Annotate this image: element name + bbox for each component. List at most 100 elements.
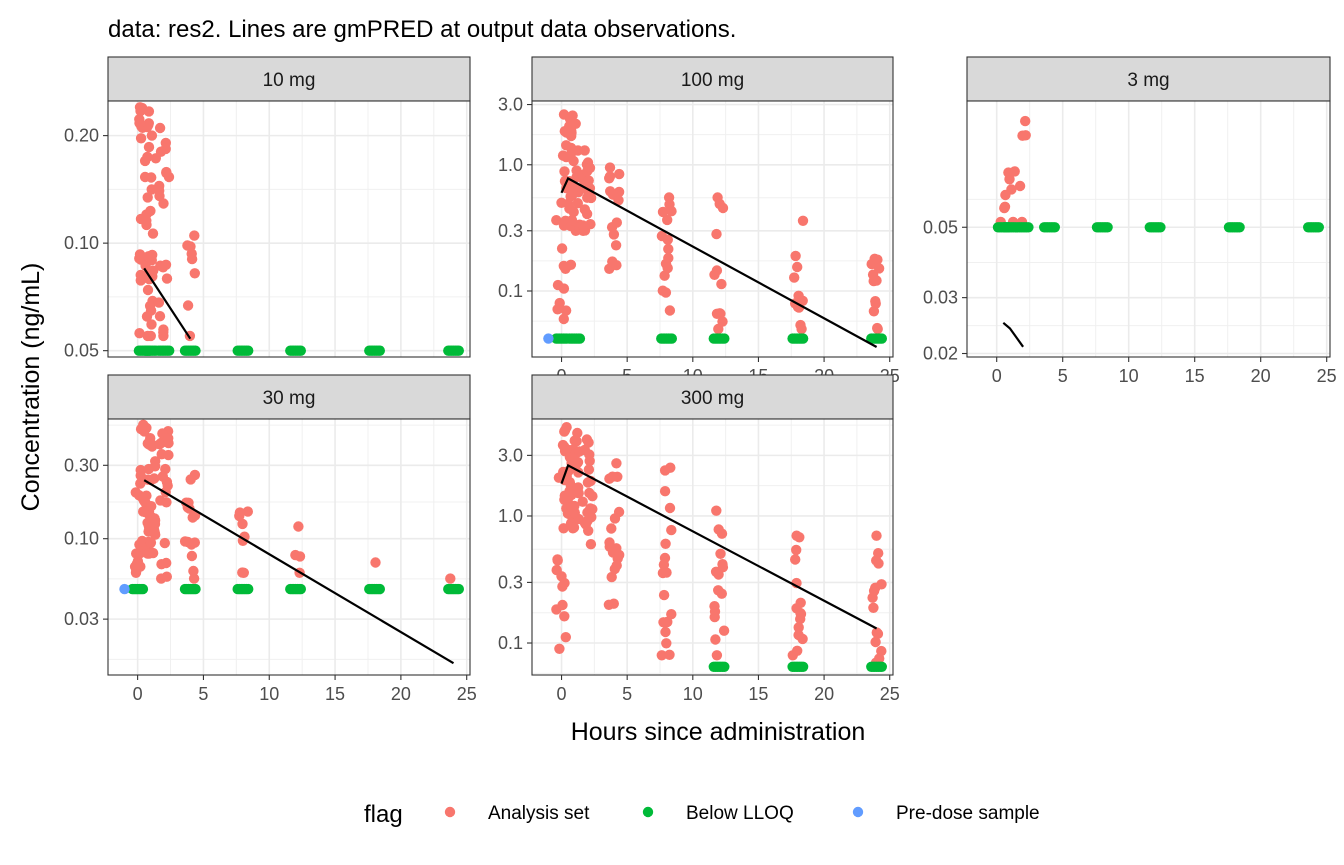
point-analysis-set (559, 577, 570, 589)
point-analysis-set (182, 240, 193, 251)
legend-item-analysis-set: Analysis set (444, 803, 590, 824)
point-analysis-set (552, 555, 563, 566)
point-analysis-set (142, 474, 154, 485)
point-below-lloq (876, 333, 887, 344)
point-analysis-set (571, 436, 582, 447)
y-tick-label: 0.03 (923, 288, 958, 308)
point-analysis-set (716, 528, 728, 539)
legend-item-label: Below LLOQ (686, 803, 794, 824)
point-analysis-set (552, 304, 563, 315)
point-analysis-set (556, 243, 568, 254)
point-analysis-set (558, 313, 569, 325)
point-analysis-set (608, 598, 619, 609)
x-axis: 0 5 10 15 20 25 (992, 357, 1337, 386)
y-axis: 0.03 0.10 0.30 (64, 455, 108, 629)
x-tick-label: 5 (1058, 366, 1068, 386)
point-analysis-set (604, 537, 615, 548)
legend-key-dot (444, 806, 456, 818)
point-analysis-set (154, 439, 165, 450)
point-analysis-set (872, 628, 884, 639)
point-analysis-set (143, 463, 154, 475)
x-axis: 0 5 10 15 20 25 (133, 675, 477, 704)
point-below-lloq (137, 583, 149, 595)
point-below-lloq (164, 345, 175, 356)
point-analysis-set (609, 513, 621, 524)
facet-strip (966, 56, 1331, 102)
point-analysis-set (795, 319, 806, 331)
x-tick-label: 25 (880, 684, 900, 704)
point-analysis-set (716, 588, 727, 599)
point-analysis-set (137, 102, 148, 114)
y-tick-label: 0.10 (64, 233, 99, 253)
point-analysis-set (611, 560, 622, 571)
point-analysis-set (186, 550, 198, 562)
point-analysis-set (160, 463, 171, 475)
point-analysis-set (797, 215, 809, 226)
point-analysis-set (656, 650, 667, 661)
point-analysis-set (793, 622, 804, 633)
point-analysis-set (659, 465, 671, 476)
point-analysis-set (144, 300, 156, 312)
point-analysis-set (661, 638, 672, 649)
x-axis: 0 5 10 15 20 25 (557, 675, 900, 704)
legend-key-dot (642, 806, 654, 818)
x-tick-label: 10 (1119, 366, 1139, 386)
point-analysis-set (134, 328, 145, 339)
point-analysis-set (149, 518, 161, 530)
point-analysis-set (663, 243, 674, 255)
gmpred-line (143, 267, 192, 340)
point-analysis-set (147, 271, 158, 282)
x-tick-label: 25 (457, 684, 477, 704)
point-below-lloq (1023, 222, 1034, 233)
facet-strip (531, 374, 894, 420)
point-analysis-set (795, 608, 807, 620)
facet-panel-10-mg: 10 mg 0.05 0.10 0.20 (64, 56, 471, 361)
point-analysis-set (1000, 189, 1011, 201)
point-analysis-set (568, 522, 580, 533)
point-analysis-set (158, 324, 169, 335)
point-analysis-set (614, 168, 625, 180)
point-below-lloq (1234, 222, 1245, 233)
point-analysis-set (716, 278, 727, 290)
point-analysis-set (664, 649, 675, 660)
point-below-lloq (797, 333, 809, 344)
y-tick-label: 0.3 (498, 221, 523, 241)
point-below-lloq (719, 333, 730, 344)
panel-border (966, 100, 1331, 358)
point-analysis-set (713, 569, 724, 580)
point-analysis-set (717, 202, 729, 214)
facet-panel-300-mg: 300 mg 0.1 0.3 1.0 3.0 0 5 10 15 20 25 (498, 374, 900, 704)
point-analysis-set (573, 482, 584, 493)
point-below-lloq (1102, 222, 1113, 233)
point-analysis-set (582, 477, 594, 488)
point-analysis-set (189, 230, 200, 241)
point-analysis-set (604, 162, 616, 173)
point-analysis-set (154, 311, 166, 322)
x-tick-label: 25 (1317, 366, 1337, 386)
point-analysis-set (445, 573, 456, 584)
point-analysis-set (790, 250, 801, 262)
point-analysis-set (661, 567, 672, 578)
point-below-lloq (876, 661, 887, 672)
point-analysis-set (791, 544, 802, 556)
point-analysis-set (242, 506, 253, 517)
point-analysis-set (579, 145, 590, 156)
point-analysis-set (709, 611, 720, 623)
point-analysis-set (135, 464, 146, 476)
y-tick-label: 0.3 (498, 572, 523, 592)
point-analysis-set (658, 559, 670, 570)
point-below-lloq (1049, 222, 1061, 233)
point-analysis-set (161, 571, 172, 582)
point-analysis-set (610, 240, 622, 251)
point-pre-dose (119, 583, 130, 595)
point-analysis-set (568, 155, 579, 167)
panel-border (531, 100, 894, 358)
point-analysis-set (572, 198, 583, 209)
point-below-lloq (190, 345, 201, 356)
point-analysis-set (161, 497, 172, 508)
y-axis-title: Concentration (ng/mL) (17, 263, 45, 512)
point-analysis-set (1019, 115, 1031, 127)
point-analysis-set (135, 423, 147, 435)
point-below-lloq (295, 583, 306, 595)
